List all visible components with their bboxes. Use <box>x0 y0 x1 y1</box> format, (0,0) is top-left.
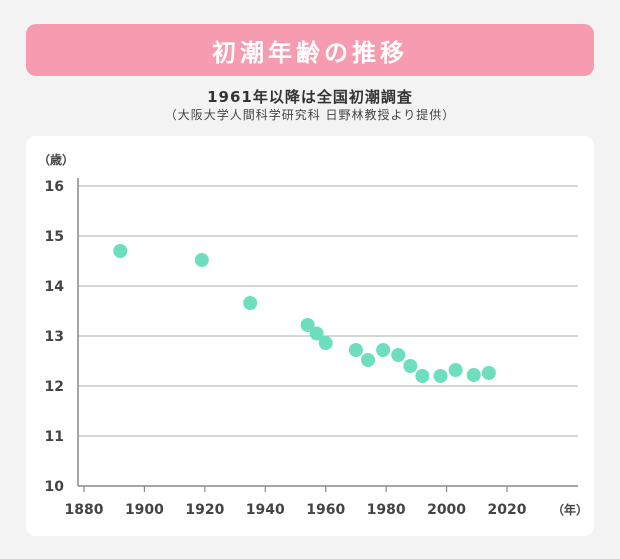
data-point <box>376 343 391 357</box>
y-tick-label: 13 <box>45 329 64 345</box>
y-tick-label: 15 <box>45 229 64 245</box>
x-tick-label: 1920 <box>185 502 224 518</box>
source-note: （大阪大学人間科学研究科 日野林教授より提供） <box>164 108 456 122</box>
data-point <box>309 326 324 341</box>
x-tick-label: 2020 <box>488 502 527 518</box>
x-tick-label: 1900 <box>125 502 164 518</box>
x-tick-label: 1940 <box>246 502 285 518</box>
chart-subtitle: 1961年以降は全国初潮調査 <box>207 88 413 106</box>
data-point <box>415 369 430 383</box>
data-point <box>448 363 463 377</box>
data-point <box>403 359 418 373</box>
y-tick-label: 11 <box>45 429 64 445</box>
data-point <box>466 368 481 382</box>
data-point <box>318 336 333 350</box>
y-tick-label: 16 <box>45 179 64 195</box>
x-tick-label: 1880 <box>65 502 104 518</box>
x-axis-label: （年） <box>552 502 588 517</box>
page-title: 初潮年齢の推移 <box>212 38 408 67</box>
data-point <box>243 296 258 310</box>
x-tick-label: 1980 <box>367 502 406 518</box>
y-axis-label: （歳） <box>38 152 74 167</box>
data-point <box>481 366 496 380</box>
data-point <box>194 253 209 267</box>
data-point <box>391 348 406 362</box>
data-point <box>348 343 363 357</box>
data-point <box>433 369 448 383</box>
data-point <box>361 353 376 367</box>
y-tick-label: 10 <box>45 479 65 495</box>
data-point <box>113 244 128 258</box>
y-tick-label: 12 <box>45 379 64 395</box>
x-tick-label: 1960 <box>306 502 345 518</box>
data-point <box>300 318 315 332</box>
title-banner: 初潮年齢の推移 <box>26 24 594 76</box>
y-tick-label: 14 <box>45 279 65 295</box>
x-tick-label: 2000 <box>427 502 466 518</box>
